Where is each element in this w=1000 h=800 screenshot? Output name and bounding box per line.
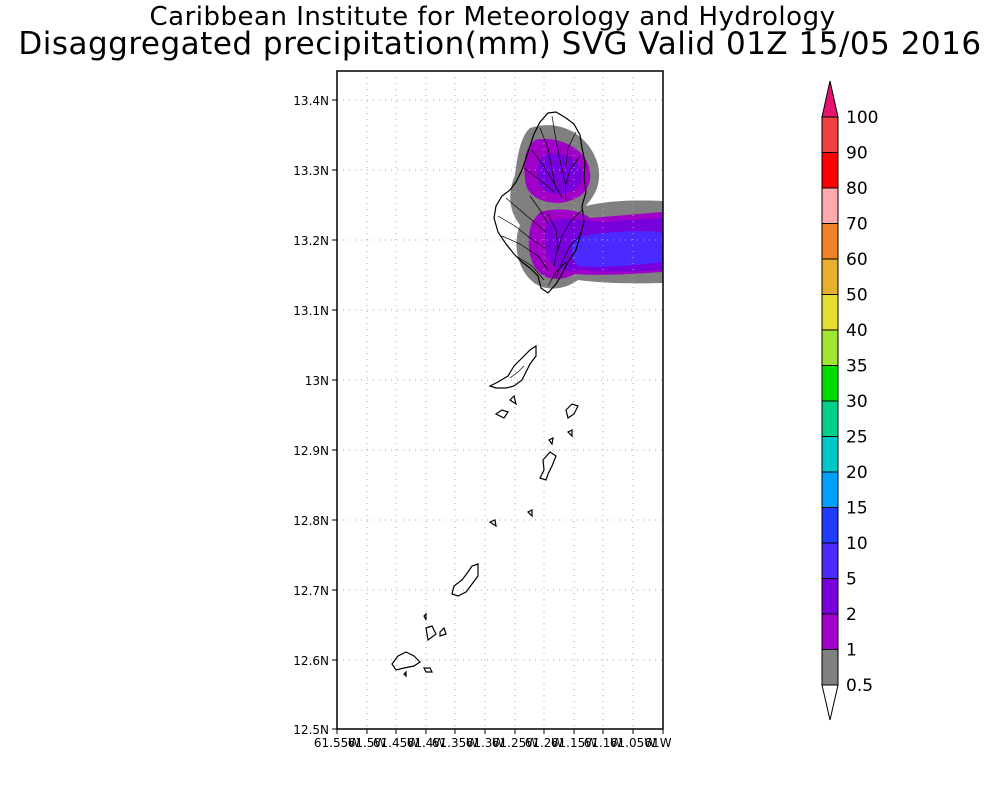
legend-color-box: [821, 649, 839, 686]
legend-threshold-label: 40: [846, 321, 868, 341]
lat-tick-label: 13.2N: [293, 234, 329, 248]
legend-color-box: [821, 507, 839, 544]
lat-tick-label: 13.3N: [293, 164, 329, 178]
legend-color-box: [821, 187, 839, 224]
legend-threshold-label: 10: [846, 534, 868, 554]
legend-color-box: [821, 258, 839, 295]
legend-color-box: [821, 116, 839, 153]
map-grid: [337, 71, 663, 729]
lon-tick-label: 61.5W: [348, 736, 387, 750]
lat-tick-label: 13.1N: [293, 304, 329, 318]
legend-threshold-label: 25: [846, 428, 868, 448]
legend-color-box: [821, 613, 839, 650]
island-union: [451, 563, 479, 597]
lat-tick-label: 12.9N: [293, 444, 329, 458]
legend-threshold-label: 5: [846, 570, 857, 590]
legend-overflow-arrow-top: [821, 80, 839, 118]
lon-tick-label: 61.55W: [314, 736, 360, 750]
legend-threshold-label: 15: [846, 499, 868, 519]
island-bequia: [488, 344, 537, 389]
legend-threshold-label: 50: [846, 286, 868, 306]
coastlines: [391, 111, 587, 678]
lat-tick-label: 12.7N: [293, 584, 329, 598]
chart-title-institute: Caribbean Institute for Meteorology and …: [149, 2, 836, 32]
lon-tick-label: 61.25W: [492, 736, 538, 750]
legend-threshold-label: 70: [846, 215, 868, 235]
lat-tick-label: 12.8N: [293, 514, 329, 528]
legend-color-box: [821, 329, 839, 366]
legend-color-box: [821, 152, 839, 189]
chart-title-product: Disaggregated precipitation(mm) SVG Vali…: [18, 26, 982, 62]
legend-threshold-label: 30: [846, 392, 868, 412]
legend-threshold-label: 20: [846, 463, 868, 483]
lon-tick-label: 61.2W: [525, 736, 564, 750]
island-carriacou: [391, 651, 421, 671]
legend-threshold-label: 60: [846, 250, 868, 270]
legend-threshold-label: 35: [846, 357, 868, 377]
legend-color-box: [821, 542, 839, 579]
lon-tick-label: 61.45W: [373, 736, 419, 750]
lon-tick-label: 61.1W: [584, 736, 623, 750]
legend-color-box: [821, 223, 839, 260]
precip-2-area-north: [536, 153, 583, 194]
lon-tick-label: 61.15W: [551, 736, 597, 750]
legend-threshold-label: 2: [846, 605, 857, 625]
lat-tick-label: 12.5N: [293, 723, 329, 737]
legend-threshold-label: 90: [846, 144, 868, 164]
lat-tick-label: 13N: [305, 374, 329, 388]
legend-color-box: [821, 294, 839, 331]
map-frame: [336, 70, 664, 730]
lon-tick-label: 61W: [644, 736, 671, 750]
legend-underflow-arrow-bottom: [821, 684, 839, 721]
latitude-axis: 13.4N 13.3N 13.2N 13.1N 13N 12.9N 12.8N …: [293, 94, 337, 737]
legend-threshold-label: 100: [846, 108, 878, 128]
legend-color-box: [821, 578, 839, 615]
island-st-vincent: [493, 111, 587, 294]
lon-tick-label: 61.3W: [466, 736, 505, 750]
legend-color-box: [821, 471, 839, 508]
legend-threshold-label: 0.5: [846, 676, 873, 696]
precip-5-area: [571, 231, 663, 267]
lon-tick-label: 61.05W: [610, 736, 656, 750]
longitude-axis: 61.55W 61.5W 61.45W 61.4W 61.35W 61.3W 6…: [314, 729, 672, 750]
lat-tick-label: 13.4N: [293, 94, 329, 108]
legend-color-box: [821, 436, 839, 473]
legend-threshold-label: 1: [846, 641, 857, 661]
legend-color-box: [821, 365, 839, 402]
legend-threshold-label: 80: [846, 179, 868, 199]
legend-color-box: [821, 400, 839, 437]
lon-tick-label: 61.35W: [432, 736, 478, 750]
precip-shading: [510, 125, 663, 289]
lon-tick-label: 61.4W: [407, 736, 446, 750]
island-canouan: [539, 451, 557, 481]
lat-tick-label: 12.6N: [293, 654, 329, 668]
